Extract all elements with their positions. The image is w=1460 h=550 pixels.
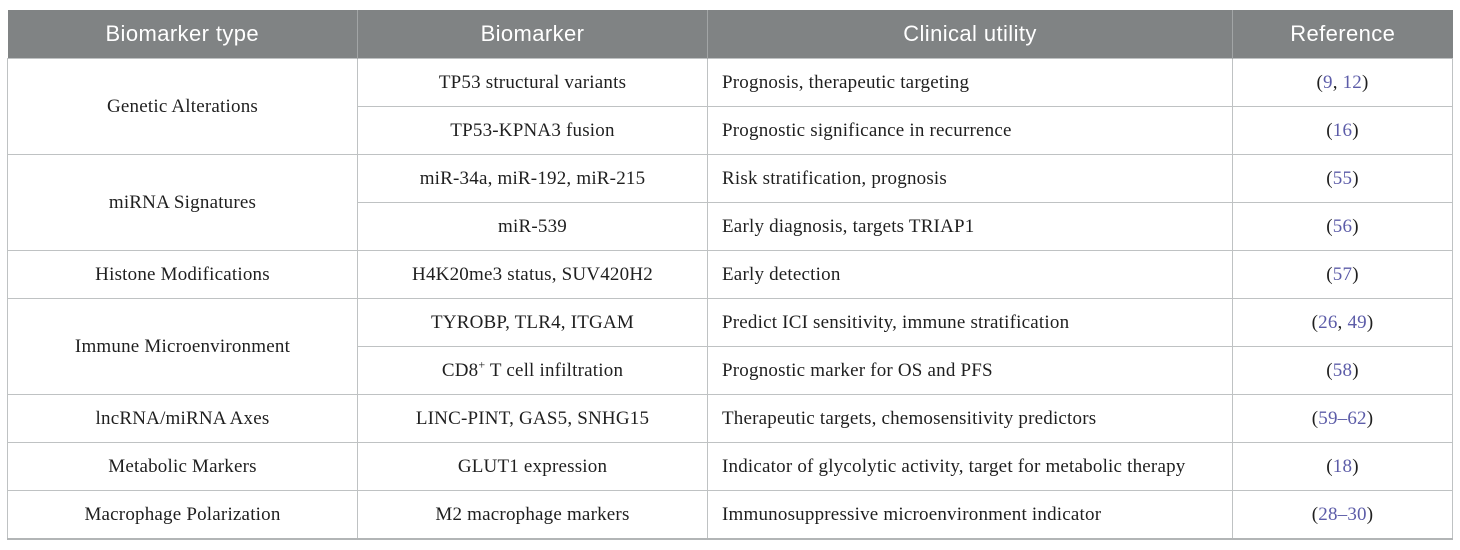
text-segment: CD8 (441, 359, 479, 381)
reference-link[interactable]: 55 (1332, 167, 1353, 189)
table-row: Genetic Alterations TP53 structural varia… (7, 58, 1453, 155)
cell-biomarker-type: Macrophage Polarization (7, 490, 358, 540)
table-row: miR-539 Early diagnosis, targets TRIAP1 (5… (8, 202, 1453, 251)
cell-reference: (55) (1232, 154, 1453, 203)
text-segment: ) (1366, 407, 1374, 429)
text-segment: ) (1366, 311, 1374, 333)
cell-reference: (26, 49) (1232, 298, 1453, 347)
cell-biomarker: M2 macrophage markers (357, 490, 708, 540)
text-segment: ) (1352, 359, 1359, 381)
cell-biomarker-type: Genetic Alterations (7, 58, 358, 155)
cell-biomarker-type: miRNA Signatures (7, 154, 358, 251)
table-row: Metabolic Markers GLUT1 expression Indicat… (7, 442, 1453, 491)
cell-reference: (28–30) (1232, 490, 1453, 540)
reference-link[interactable]: 9 (1322, 71, 1333, 93)
table-row: miRNA Signatures miR-34a, miR-192, miR-21… (7, 154, 1453, 251)
reference-link[interactable]: 58 (1332, 359, 1353, 381)
reference-link[interactable]: 16 (1332, 119, 1353, 141)
text-segment: T cell infiltration (485, 359, 624, 381)
text-segment: ) (1352, 215, 1359, 237)
table-header: Biomarker type Biomarker Clinical utilit… (7, 10, 1453, 59)
text-segment: ( (1311, 407, 1319, 429)
table-row: Macrophage Polarization M2 macrophage mar… (7, 490, 1453, 540)
cell-clinical-utility: Early diagnosis, targets TRIAP1 (707, 202, 1233, 251)
cell-clinical-utility: Indicator of glycolytic activity, target… (707, 442, 1233, 491)
biomarkers-table-container: Biomarker type Biomarker Clinical utilit… (7, 10, 1453, 540)
cell-clinical-utility: Early detection (707, 250, 1233, 299)
reference-link[interactable]: 12 (1342, 71, 1362, 93)
table-body: Genetic Alterations TP53 structural varia… (7, 58, 1453, 540)
reference-link[interactable]: 26 (1318, 311, 1338, 333)
reference-link[interactable]: 56 (1332, 215, 1353, 237)
text-segment: ( (1311, 503, 1319, 525)
cell-biomarker: miR-34a, miR-192, miR-215 (357, 154, 708, 203)
table-row: Histone Modifications H4K20me3 status, SU… (7, 250, 1453, 299)
reference-link[interactable]: 59–62 (1318, 407, 1367, 429)
cell-clinical-utility: Prognosis, therapeutic targeting (707, 58, 1233, 107)
cell-biomarker: miR-539 (357, 202, 708, 251)
reference-link[interactable]: 28–30 (1318, 503, 1367, 525)
cell-biomarker-type: lncRNA/miRNA Axes (7, 394, 358, 443)
cell-clinical-utility: Risk stratification, prognosis (707, 154, 1233, 203)
table-row: TP53-KPNA3 fusion Prognostic significance… (8, 106, 1453, 155)
cell-reference: (16) (1232, 106, 1453, 155)
cell-clinical-utility: Immunosuppressive microenvironment indic… (707, 490, 1233, 540)
cell-reference: (58) (1232, 346, 1453, 395)
cell-reference: (59–62) (1232, 394, 1453, 443)
reference-link[interactable]: 18 (1332, 455, 1353, 477)
text-segment: ) (1352, 119, 1359, 141)
cell-biomarker: TYROBP, TLR4, ITGAM (357, 298, 708, 347)
text-segment: ( (1316, 71, 1323, 93)
cell-biomarker-type: Histone Modifications (7, 250, 358, 299)
text-segment: , (1332, 71, 1343, 93)
table-row: lncRNA/miRNA Axes LINC-PINT, GAS5, SNHG15… (7, 394, 1453, 443)
cell-biomarker-type: Metabolic Markers (7, 442, 358, 491)
column-header-reference: Reference (1232, 10, 1453, 59)
reference-link[interactable]: 57 (1332, 263, 1353, 285)
cell-biomarker-type: Immune Microenvironment (7, 298, 358, 395)
text-segment: ( (1326, 119, 1333, 141)
cell-clinical-utility: Predict ICI sensitivity, immune stratifi… (707, 298, 1233, 347)
cell-biomarker: GLUT1 expression (357, 442, 708, 491)
text-segment: ( (1326, 215, 1333, 237)
text-segment: ) (1352, 167, 1359, 189)
text-segment: ) (1366, 503, 1374, 525)
column-header-clinical-utility: Clinical utility (707, 10, 1233, 59)
cell-reference: (9, 12) (1232, 58, 1453, 107)
cell-biomarker: CD8+ T cell infiltration (357, 346, 708, 395)
text-segment: ( (1326, 359, 1333, 381)
table-row: CD8+ T cell infiltration Prognostic marke… (8, 346, 1453, 395)
cell-reference: (57) (1232, 250, 1453, 299)
table-row: Immune Microenvironment TYROBP, TLR4, ITG… (7, 298, 1453, 395)
cell-clinical-utility: Prognostic significance in recurrence (707, 106, 1233, 155)
reference-link[interactable]: 49 (1347, 311, 1367, 333)
cell-reference: (18) (1232, 442, 1453, 491)
cell-biomarker: H4K20me3 status, SUV420H2 (357, 250, 708, 299)
column-header-biomarker: Biomarker (357, 10, 708, 59)
text-segment: ( (1326, 455, 1333, 477)
text-segment: ( (1326, 167, 1333, 189)
text-segment: + (478, 357, 486, 372)
text-segment: ) (1362, 71, 1369, 93)
cell-reference: (56) (1232, 202, 1453, 251)
text-segment: ( (1326, 263, 1333, 285)
header-row: Biomarker type Biomarker Clinical utilit… (7, 10, 1453, 59)
cell-biomarker: LINC-PINT, GAS5, SNHG15 (357, 394, 708, 443)
cell-clinical-utility: Therapeutic targets, chemosensitivity pr… (707, 394, 1233, 443)
biomarkers-table: Biomarker type Biomarker Clinical utilit… (7, 10, 1453, 540)
cell-biomarker: TP53 structural variants (357, 58, 708, 107)
text-segment: ( (1311, 311, 1319, 333)
cell-biomarker: TP53-KPNA3 fusion (357, 106, 708, 155)
text-segment: ) (1352, 455, 1359, 477)
text-segment: ) (1352, 263, 1359, 285)
column-header-biomarker-type: Biomarker type (7, 10, 358, 59)
cell-clinical-utility: Prognostic marker for OS and PFS (707, 346, 1233, 395)
text-segment: , (1337, 311, 1348, 333)
